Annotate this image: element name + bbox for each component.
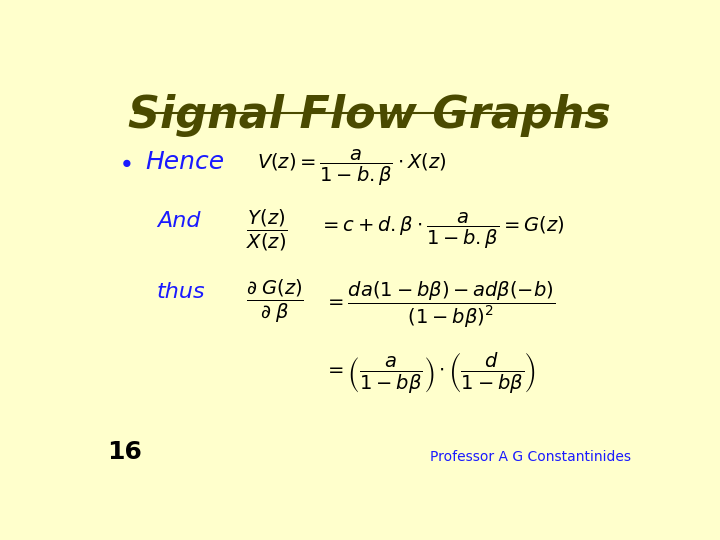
- Text: Signal Flow Graphs: Signal Flow Graphs: [127, 94, 611, 137]
- Text: $= c + d.\beta\cdot\dfrac{a}{1-b.\beta} = G(z)$: $= c + d.\beta\cdot\dfrac{a}{1-b.\beta} …: [319, 211, 564, 251]
- Text: 16: 16: [107, 440, 142, 464]
- Text: Professor A G Constantinides: Professor A G Constantinides: [431, 450, 631, 464]
- Text: And: And: [157, 211, 200, 231]
- Text: $= \dfrac{da(1-b\beta)-ad\beta(-b)}{(1-b\beta)^2}$: $= \dfrac{da(1-b\beta)-ad\beta(-b)}{(1-b…: [324, 280, 556, 330]
- Text: thus: thus: [157, 282, 206, 302]
- Text: $\dfrac{\partial \; G(z)}{\partial \; \beta}$: $\dfrac{\partial \; G(z)}{\partial \; \b…: [246, 278, 304, 325]
- Text: Hence: Hence: [145, 150, 225, 174]
- Text: $\bullet$: $\bullet$: [118, 150, 132, 174]
- Text: $= \left(\dfrac{a}{1-b\beta}\right)\cdot\left(\dfrac{d}{1-b\beta}\right)$: $= \left(\dfrac{a}{1-b\beta}\right)\cdot…: [324, 349, 536, 395]
- Text: $V(z) = \dfrac{a}{1-b.\beta}\cdot X(z)$: $V(z) = \dfrac{a}{1-b.\beta}\cdot X(z)$: [258, 148, 446, 188]
- Text: $\dfrac{Y(z)}{X(z)}$: $\dfrac{Y(z)}{X(z)}$: [246, 208, 288, 253]
